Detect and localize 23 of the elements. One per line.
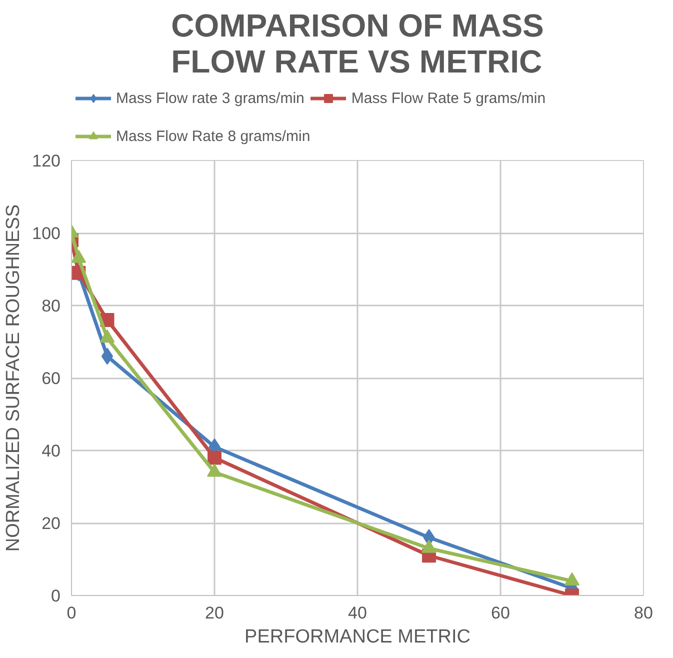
x-tick-label: 0 <box>66 604 76 622</box>
legend-label: Mass Flow Rate 8 grams/min <box>116 128 310 144</box>
y-tick-label: 60 <box>42 369 61 388</box>
point <box>564 572 580 586</box>
point <box>207 464 222 477</box>
chart-title: COMPARISON OF MASS FLOW RATE VS METRIC <box>171 8 544 80</box>
point <box>208 450 222 465</box>
legend-label: Mass Flow rate 3 grams/min <box>116 90 304 106</box>
point <box>422 540 436 553</box>
y-tick-label: 80 <box>42 296 61 316</box>
x-axis-title: PERFORMANCE METRIC <box>244 626 470 648</box>
x-tick-label: 20 <box>205 604 224 622</box>
point <box>101 348 114 365</box>
x-tick-label: 60 <box>491 604 510 622</box>
y-tick-label: 20 <box>42 514 61 533</box>
y-axis-title: NORMALIZED SURFACE ROUGHNESS <box>3 204 24 552</box>
y-tick-label: 0 <box>51 586 61 606</box>
y-tick-label: 40 <box>42 442 61 460</box>
y-tick-label: 120 <box>32 152 61 170</box>
legend-label: Mass Flow Rate 5 grams/min <box>351 90 546 106</box>
y-tick-label: 100 <box>32 224 61 243</box>
x-tick-label: 40 <box>348 604 367 622</box>
x-tick-label: 80 <box>634 604 653 622</box>
